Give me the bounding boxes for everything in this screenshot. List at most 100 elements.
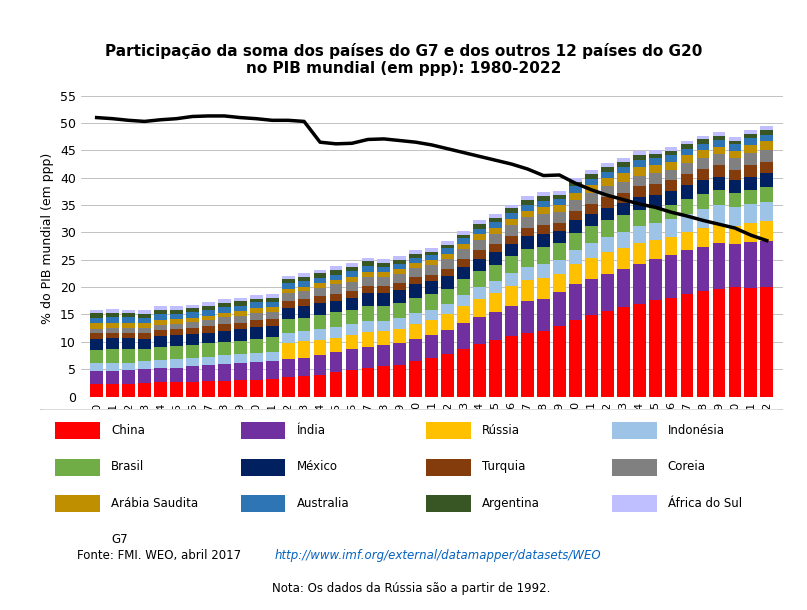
G7 xyxy=(203,112,213,120)
Text: Fonte: FMI. WEO, abril 2017: Fonte: FMI. WEO, abril 2017 xyxy=(77,548,245,562)
Bar xyxy=(282,308,295,320)
Bar xyxy=(649,300,662,396)
Bar xyxy=(394,260,406,264)
Bar xyxy=(745,288,757,396)
Bar xyxy=(458,306,470,323)
Bar xyxy=(760,173,773,187)
Bar xyxy=(585,243,598,258)
Bar xyxy=(282,279,295,283)
Bar xyxy=(186,328,199,334)
Bar xyxy=(617,203,629,215)
Bar xyxy=(537,207,550,214)
Bar xyxy=(633,304,646,396)
Bar xyxy=(107,328,119,332)
Bar xyxy=(489,340,502,397)
Bar xyxy=(745,204,757,223)
Bar xyxy=(154,367,167,382)
Bar xyxy=(154,331,167,336)
Bar xyxy=(601,198,613,208)
Bar xyxy=(138,318,151,323)
G7 xyxy=(267,117,277,124)
Bar xyxy=(282,276,295,279)
Bar xyxy=(298,341,311,357)
Text: África do Sul: África do Sul xyxy=(667,497,742,510)
Bar xyxy=(729,287,742,396)
Bar xyxy=(90,371,103,384)
Bar xyxy=(441,245,454,248)
Bar xyxy=(314,278,327,283)
Bar xyxy=(745,190,757,204)
Bar xyxy=(138,362,151,369)
G7 xyxy=(411,138,420,146)
Bar xyxy=(473,271,486,287)
Bar xyxy=(266,337,278,351)
Bar xyxy=(633,198,646,210)
Bar xyxy=(218,317,231,325)
Bar xyxy=(713,243,725,289)
Bar xyxy=(458,349,470,396)
Bar xyxy=(680,251,693,293)
Bar xyxy=(729,193,742,207)
Bar xyxy=(329,284,342,293)
Bar xyxy=(537,299,550,331)
Bar xyxy=(329,372,342,396)
Bar xyxy=(521,228,534,236)
Bar xyxy=(649,208,662,223)
Bar xyxy=(282,359,295,378)
Bar xyxy=(665,220,678,237)
Bar xyxy=(394,256,406,260)
Bar xyxy=(489,281,502,293)
Bar xyxy=(473,299,486,317)
Bar xyxy=(298,277,311,281)
Bar xyxy=(107,363,119,371)
Bar xyxy=(218,342,231,356)
Bar xyxy=(458,239,470,244)
Bar xyxy=(601,172,613,178)
G7 xyxy=(108,115,118,123)
Bar xyxy=(617,167,629,173)
Bar xyxy=(378,306,391,321)
Bar xyxy=(107,338,119,350)
Bar xyxy=(298,318,311,331)
Bar xyxy=(745,138,757,145)
Bar xyxy=(122,314,135,317)
Bar xyxy=(553,292,566,326)
Text: China: China xyxy=(111,423,144,437)
G7 xyxy=(331,140,341,148)
Bar xyxy=(250,379,262,397)
Bar xyxy=(617,158,629,162)
Bar xyxy=(362,277,374,286)
FancyBboxPatch shape xyxy=(55,495,100,512)
Bar xyxy=(425,260,438,265)
Bar xyxy=(505,225,518,235)
Bar xyxy=(745,130,757,134)
G7 xyxy=(427,142,437,149)
Bar xyxy=(489,265,502,281)
Bar xyxy=(441,354,454,396)
Bar xyxy=(458,249,470,259)
Line: G7: G7 xyxy=(97,116,767,240)
Bar xyxy=(345,350,358,370)
FancyBboxPatch shape xyxy=(612,459,657,476)
Bar xyxy=(745,165,757,177)
FancyBboxPatch shape xyxy=(240,495,286,512)
Bar xyxy=(537,224,550,234)
Bar xyxy=(521,249,534,267)
G7 xyxy=(363,136,373,143)
Bar xyxy=(729,181,742,193)
Bar xyxy=(218,313,231,317)
G7 xyxy=(379,135,389,143)
Bar xyxy=(617,232,629,248)
G7 xyxy=(123,117,133,124)
Bar xyxy=(601,163,613,167)
Bar xyxy=(202,315,215,320)
Bar xyxy=(537,264,550,278)
Bar xyxy=(266,320,278,326)
Bar xyxy=(186,318,199,322)
FancyBboxPatch shape xyxy=(240,459,286,476)
G7 xyxy=(650,204,660,211)
Bar xyxy=(425,248,438,251)
Bar xyxy=(537,201,550,207)
G7 xyxy=(459,149,469,156)
Bar xyxy=(537,278,550,299)
